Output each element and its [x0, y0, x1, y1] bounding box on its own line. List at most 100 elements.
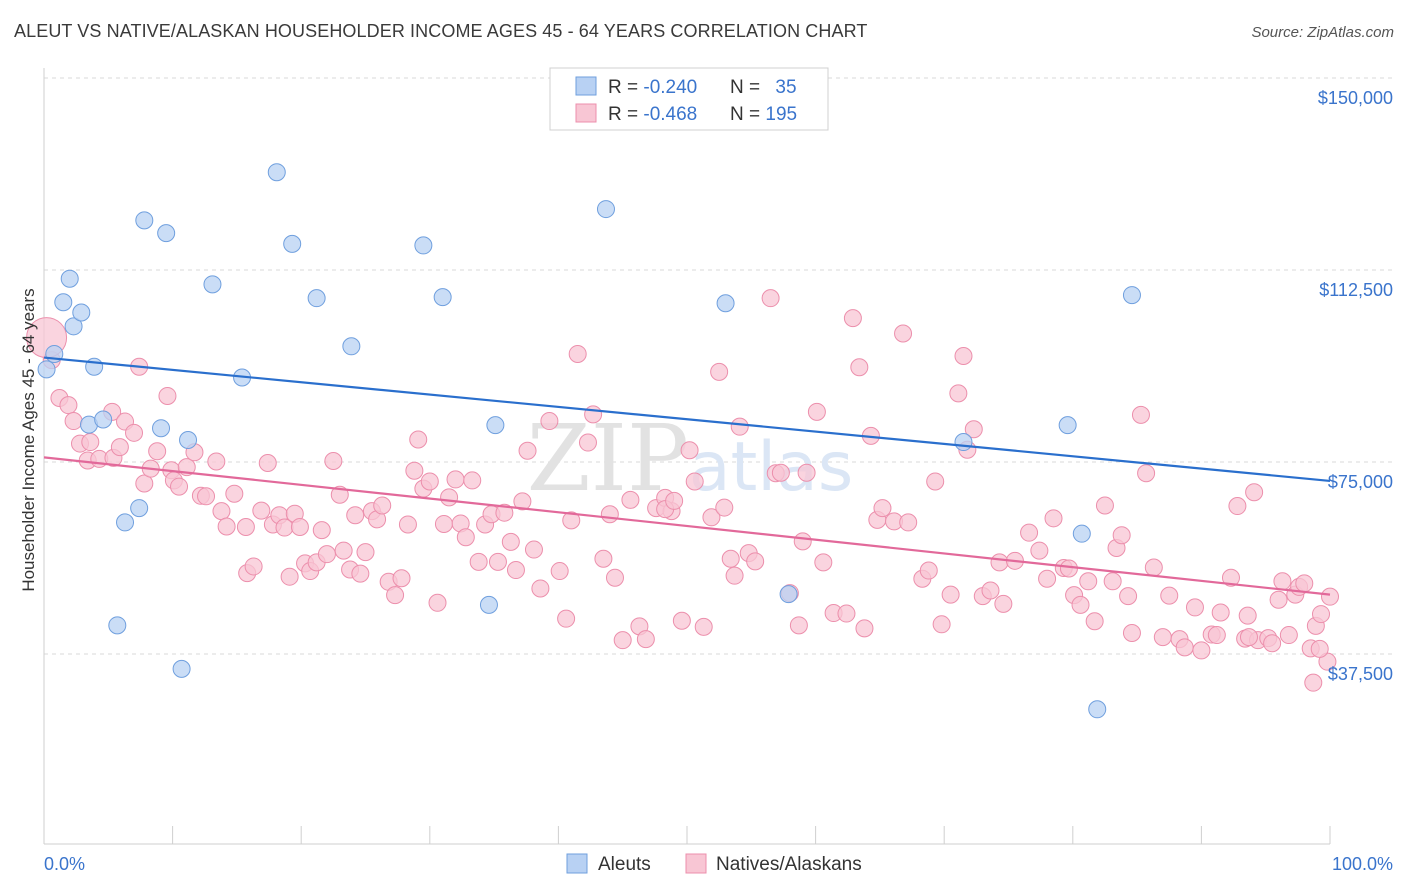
- bottom-legend-swatch-aleuts: [566, 853, 588, 874]
- native-point-50: [351, 564, 370, 583]
- native-point-140: [964, 420, 983, 439]
- aleut-point-8: [94, 410, 113, 429]
- native-point-123: [843, 309, 862, 328]
- native-point-130: [894, 324, 913, 343]
- native-point-117: [793, 532, 812, 551]
- aleut-point-32: [1072, 524, 1091, 543]
- native-point-187: [1295, 574, 1314, 593]
- native-point-172: [1207, 626, 1226, 645]
- native-point-54: [373, 496, 392, 515]
- native-point-134: [926, 472, 945, 491]
- y-axis-label: Householder Income Ages 45 - 64 years: [19, 288, 38, 591]
- aleut-point-24: [433, 288, 452, 307]
- native-point-146: [1020, 523, 1039, 542]
- native-point-131: [899, 513, 918, 532]
- aleut-point-19: [267, 163, 286, 182]
- native-point-173: [1211, 603, 1230, 622]
- native-point-164: [1144, 558, 1163, 577]
- native-point-169: [1185, 598, 1204, 617]
- native-point-112: [761, 289, 780, 308]
- native-point-193: [1304, 673, 1323, 692]
- bottom-legend-label-natives: Natives/Alaskans: [716, 854, 862, 875]
- aleut-point-13: [152, 419, 171, 438]
- native-point-83: [557, 609, 576, 628]
- native-point-44: [317, 545, 336, 564]
- aleut-point-17: [203, 275, 222, 294]
- aleut-point-10: [116, 513, 135, 532]
- native-point-106: [715, 498, 734, 517]
- native-point-17: [158, 386, 177, 405]
- correlation-legend: R = -0.240 N = 35 R = -0.468 N = 195: [549, 67, 829, 131]
- native-point-125: [855, 619, 874, 638]
- native-point-27: [217, 517, 236, 536]
- native-point-78: [518, 441, 537, 460]
- aleut-point-25: [486, 416, 505, 435]
- native-point-192: [1321, 587, 1339, 606]
- native-point-182: [1269, 590, 1288, 609]
- aleut-point-20: [283, 234, 302, 253]
- native-point-73: [488, 552, 507, 571]
- native-point-46: [330, 485, 349, 504]
- native-point-51: [356, 543, 375, 562]
- native-point-142: [981, 581, 1000, 600]
- native-point-100: [672, 611, 691, 630]
- native-point-122: [837, 604, 856, 623]
- native-point-91: [613, 631, 632, 650]
- y-tick-label-112500: $112,500: [1319, 280, 1393, 300]
- native-point-12: [125, 423, 144, 442]
- native-point-94: [636, 630, 655, 649]
- aleut-point-3: [60, 269, 79, 288]
- aleut-point-33: [1088, 700, 1107, 719]
- native-point-124: [850, 358, 869, 377]
- native-point-114: [771, 463, 790, 482]
- native-point-148: [1038, 569, 1057, 588]
- x-axis-ticks: [43, 826, 1331, 844]
- native-point-174: [1221, 568, 1240, 587]
- native-point-151: [1059, 559, 1078, 578]
- aleut-series: [37, 163, 1141, 719]
- aleut-point-14: [157, 224, 176, 243]
- native-point-31: [244, 557, 263, 576]
- native-point-82: [550, 562, 569, 581]
- native-point-133: [919, 561, 938, 580]
- native-point-89: [600, 505, 619, 524]
- native-point-103: [694, 617, 713, 636]
- series-legend: Aleuts Natives/Alaskans: [566, 853, 862, 875]
- native-point-25: [207, 452, 226, 471]
- aleut-point-31: [1058, 416, 1077, 435]
- native-point-138: [954, 347, 973, 366]
- aleut-point-16: [179, 430, 198, 449]
- chart-title: ALEUT VS NATIVE/ALASKAN HOUSEHOLDER INCO…: [14, 21, 868, 41]
- native-point-74: [495, 503, 514, 522]
- native-point-102: [685, 472, 704, 491]
- native-point-2: [59, 396, 78, 415]
- native-point-26: [212, 502, 231, 521]
- native-point-3: [64, 412, 83, 431]
- bottom-legend-swatch-natives: [685, 853, 707, 874]
- legend-n-value-aleuts: 35: [775, 77, 796, 98]
- native-point-64: [434, 514, 453, 533]
- native-point-107: [721, 549, 740, 568]
- native-point-190: [1311, 605, 1330, 624]
- native-point-155: [1085, 612, 1104, 631]
- native-point-153: [1071, 595, 1090, 614]
- native-point-86: [578, 433, 597, 452]
- native-point-143: [990, 553, 1009, 572]
- native-point-92: [621, 490, 640, 509]
- native-point-63: [428, 593, 447, 612]
- native-point-29: [236, 518, 255, 537]
- native-point-68: [456, 528, 475, 547]
- native-point-183: [1273, 572, 1292, 591]
- legend-r-label-natives: R = -0.468: [608, 104, 697, 125]
- x-tick-label-max: 100.0%: [1332, 854, 1393, 874]
- native-point-66: [446, 470, 465, 489]
- aleut-point-22: [342, 337, 361, 356]
- native-point-170: [1192, 641, 1211, 660]
- native-point-59: [405, 461, 424, 480]
- native-point-69: [463, 471, 482, 490]
- native-point-166: [1160, 586, 1179, 605]
- aleut-point-29: [779, 585, 798, 604]
- aleut-point-28: [716, 294, 735, 313]
- native-point-62: [420, 472, 439, 491]
